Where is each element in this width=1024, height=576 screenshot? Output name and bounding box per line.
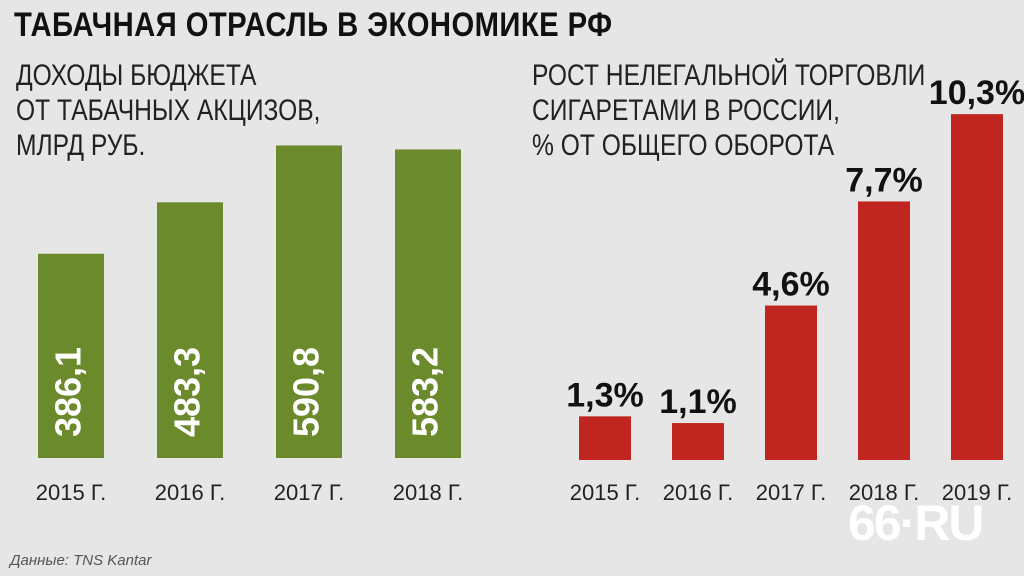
category-label-1: 2015 Г. xyxy=(36,480,106,505)
bar-value-label-3: 4,6% xyxy=(752,266,830,304)
bar-3 xyxy=(765,305,817,460)
bar-value-label-2: 483,3 xyxy=(167,347,208,437)
category-label-4: 2018 Г. xyxy=(393,480,463,505)
bar-1 xyxy=(579,416,631,460)
site-logo: 66·RU xyxy=(848,495,984,551)
bar-value-label-5: 10,3% xyxy=(929,74,1024,112)
bar-value-label-4: 7,7% xyxy=(845,161,923,199)
bar-value-label-2: 1,1% xyxy=(659,383,737,421)
bar-value-label-1: 386,1 xyxy=(48,347,89,437)
bar-value-label-3: 590,8 xyxy=(286,347,327,437)
bar-5 xyxy=(951,114,1003,460)
right-chart-title: РОСТ НЕЛЕГАЛЬНОЙ ТОРГОВЛИ СИГАРЕТАМИ В Р… xyxy=(532,59,926,162)
category-label-5: 2019 Г. xyxy=(942,480,1012,505)
bar-4 xyxy=(858,201,910,461)
bar-4 xyxy=(395,149,461,458)
category-label-3: 2017 Г. xyxy=(274,480,344,505)
page-title: ТАБАЧНАЯ ОТРАСЛЬ В ЭКОНОМИКЕ РФ xyxy=(14,6,613,44)
category-label-3: 2017 Г. xyxy=(756,480,826,505)
bar-1 xyxy=(38,253,104,458)
bar-value-label-4: 583,2 xyxy=(405,347,446,437)
category-label-2: 2016 Г. xyxy=(155,480,225,505)
bar-2 xyxy=(672,423,724,460)
category-label-4: 2018 Г. xyxy=(849,480,919,505)
category-label-1: 2015 Г. xyxy=(570,480,640,505)
bar-value-label-1: 1,3% xyxy=(566,376,644,414)
bar-3 xyxy=(276,145,342,458)
left-chart-title: ДОХОДЫ БЮДЖЕТА ОТ ТАБАЧНЫХ АКЦИЗОВ, МЛРД… xyxy=(16,59,321,162)
bar-2 xyxy=(157,202,223,458)
category-label-2: 2016 Г. xyxy=(663,480,733,505)
data-source: Данные: TNS Kantar xyxy=(10,552,152,569)
